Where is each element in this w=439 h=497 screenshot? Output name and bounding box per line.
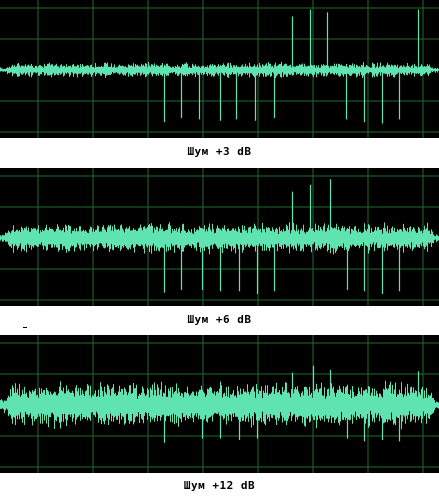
oscillogram-panel-1 bbox=[0, 0, 439, 138]
oscillogram-panel-3 bbox=[0, 335, 439, 473]
caption-panel-3: Шум +12 dB bbox=[183, 479, 256, 492]
waveform-plot-2 bbox=[0, 168, 439, 306]
caption-panel-1: Шум +3 dB bbox=[187, 145, 252, 158]
waveform-plot-3 bbox=[0, 335, 439, 473]
noise-band bbox=[0, 222, 439, 255]
noise-band bbox=[0, 61, 439, 79]
oscillogram-panel-2 bbox=[0, 168, 439, 306]
waveform-plot-1 bbox=[0, 0, 439, 138]
caption-panel-2: Шум +6 dB bbox=[187, 313, 252, 326]
stray-mark bbox=[23, 327, 27, 328]
noise-band bbox=[0, 380, 439, 430]
